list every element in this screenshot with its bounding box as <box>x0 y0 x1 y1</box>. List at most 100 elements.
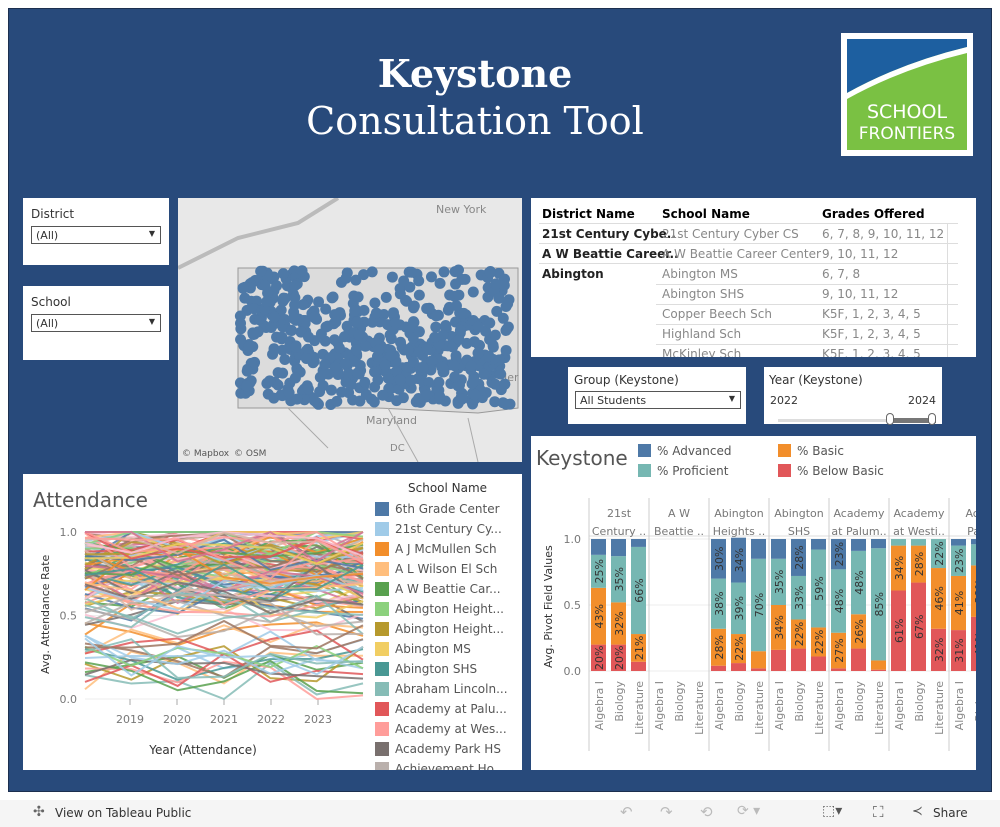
bar-segment[interactable] <box>791 619 806 649</box>
school-dot[interactable] <box>359 340 371 352</box>
bar-segment[interactable] <box>711 628 726 666</box>
school-dot[interactable] <box>421 343 433 355</box>
school-dot[interactable] <box>237 282 249 294</box>
bar-segment[interactable] <box>911 539 926 546</box>
school-dot[interactable] <box>352 291 364 303</box>
school-dot[interactable] <box>243 340 255 352</box>
attendance-line[interactable] <box>84 536 364 580</box>
bar-segment[interactable] <box>711 665 726 671</box>
school-dot[interactable] <box>247 327 259 339</box>
school-dot[interactable] <box>329 334 341 346</box>
school-dot[interactable] <box>329 361 341 373</box>
school-dot[interactable] <box>453 333 465 345</box>
school-dot[interactable] <box>421 389 433 401</box>
attendance-line[interactable] <box>84 582 364 614</box>
bar-segment[interactable] <box>731 634 746 664</box>
bar-segment[interactable] <box>731 537 746 583</box>
bar-segment[interactable] <box>591 539 606 555</box>
bar-segment[interactable] <box>971 565 976 617</box>
keystone-legend-item[interactable]: % Below Basic <box>797 464 884 478</box>
legend-item[interactable]: Academy at Wes... <box>395 722 507 736</box>
attendance-line[interactable] <box>84 622 364 655</box>
school-dot[interactable] <box>423 302 435 314</box>
bar-segment[interactable] <box>811 627 826 657</box>
bar-segment[interactable] <box>891 545 906 591</box>
bar-segment[interactable] <box>811 539 826 550</box>
bar-segment[interactable] <box>771 605 786 650</box>
school-dot[interactable] <box>350 274 362 286</box>
school-dot[interactable] <box>484 317 496 329</box>
attendance-line[interactable] <box>84 543 364 576</box>
bar-segment[interactable] <box>851 614 866 649</box>
school-dot[interactable] <box>370 307 382 319</box>
attendance-line[interactable] <box>84 594 364 635</box>
school-dot[interactable] <box>425 271 437 283</box>
school-dot[interactable] <box>265 321 277 333</box>
school-dot[interactable] <box>454 324 466 336</box>
school-dot[interactable] <box>499 378 511 390</box>
bar-segment[interactable] <box>871 660 886 670</box>
bar-segment[interactable] <box>911 545 926 583</box>
year-slider-track[interactable] <box>778 419 936 422</box>
school-dot[interactable] <box>456 393 468 405</box>
school-dot[interactable] <box>241 380 253 392</box>
attendance-line[interactable] <box>84 658 364 680</box>
bar-segment[interactable] <box>711 578 726 629</box>
attendance-line[interactable] <box>84 591 364 629</box>
bar-segment[interactable] <box>831 632 846 669</box>
bar-segment[interactable] <box>911 582 926 671</box>
district-dropdown[interactable]: (All) ▼ <box>31 226 161 244</box>
school-dot[interactable] <box>276 344 288 356</box>
school-dot[interactable] <box>354 359 366 371</box>
school-dot[interactable] <box>438 266 450 278</box>
school-map[interactable]: New York Maryland DC Jer © Mapbox © OSM <box>178 198 522 462</box>
school-dot[interactable] <box>386 271 398 283</box>
school-dot[interactable] <box>315 328 327 340</box>
keystone-legend-item[interactable]: % Basic <box>797 444 844 458</box>
school-dot[interactable] <box>467 286 479 298</box>
school-dot[interactable] <box>497 312 509 324</box>
school-dot[interactable] <box>330 316 342 328</box>
school-dot[interactable] <box>313 296 325 308</box>
school-dot[interactable] <box>358 269 370 281</box>
school-dot[interactable] <box>340 376 352 388</box>
school-dot[interactable] <box>331 395 343 407</box>
school-dot[interactable] <box>290 341 302 353</box>
school-dot[interactable] <box>423 377 435 389</box>
school-dot[interactable] <box>261 296 273 308</box>
bar-segment[interactable] <box>971 544 976 566</box>
school-dot[interactable] <box>351 316 363 328</box>
school-dot[interactable] <box>325 384 337 396</box>
bar-segment[interactable] <box>771 539 786 559</box>
bar-segment[interactable] <box>831 668 846 671</box>
school-dot[interactable] <box>500 324 512 336</box>
school-dot[interactable] <box>393 383 405 395</box>
school-dot[interactable] <box>483 350 495 362</box>
bar-segment[interactable] <box>851 539 866 551</box>
school-dot[interactable] <box>497 397 509 409</box>
school-dot[interactable] <box>320 303 332 315</box>
school-dot[interactable] <box>271 280 283 292</box>
school-dot[interactable] <box>489 329 501 341</box>
table-row[interactable]: McKinley Sch K5F, 1, 2, 3, 4, 5 <box>539 344 958 357</box>
school-dot[interactable] <box>350 344 362 356</box>
keystone-legend-item[interactable]: % Proficient <box>657 464 729 478</box>
school-dot[interactable] <box>286 325 298 337</box>
school-dot[interactable] <box>333 342 345 354</box>
legend-item[interactable]: A W Beattie Car... <box>395 582 501 596</box>
school-dot[interactable] <box>268 343 280 355</box>
school-dot[interactable] <box>478 368 490 380</box>
school-dot[interactable] <box>289 372 301 384</box>
attendance-line[interactable] <box>84 630 364 663</box>
school-dot[interactable] <box>366 266 378 278</box>
school-dot[interactable] <box>368 396 380 408</box>
attendance-line[interactable] <box>84 650 364 691</box>
school-dot[interactable] <box>288 312 300 324</box>
school-dot[interactable] <box>440 320 452 332</box>
bar-segment[interactable] <box>771 649 786 671</box>
share-icon[interactable]: ≺ <box>912 804 923 819</box>
school-dot[interactable] <box>502 298 514 310</box>
school-dot[interactable] <box>391 395 403 407</box>
bar-segment[interactable] <box>591 554 606 588</box>
school-dot[interactable] <box>447 341 459 353</box>
